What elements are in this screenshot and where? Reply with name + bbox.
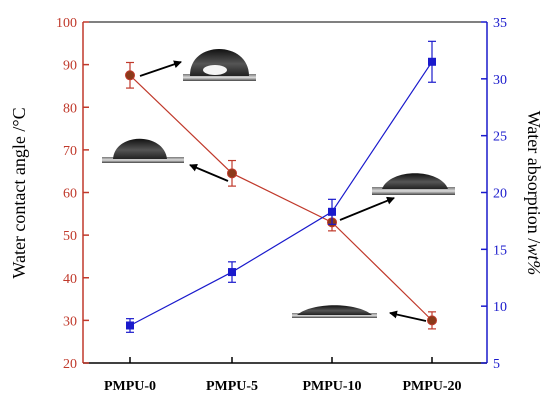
arrow-pmpu-20 — [389, 310, 427, 322]
marker-square — [228, 268, 236, 277]
left-axis-ticks: 20 30 40 50 60 70 80 90 100 — [56, 16, 89, 372]
arrow-pmpu-10 — [339, 196, 395, 221]
series-1-point — [126, 318, 134, 333]
series-1-point — [228, 261, 236, 283]
left-tick-label: 80 — [63, 101, 77, 116]
marker-square — [328, 207, 336, 216]
left-tick-label: 30 — [63, 314, 77, 329]
right-tick-label: 30 — [493, 73, 507, 88]
left-tick-label: 40 — [63, 272, 77, 287]
droplet-image-pmpu-10 — [372, 173, 455, 195]
droplet-image-pmpu-20 — [292, 305, 377, 318]
series-1-point — [328, 198, 336, 225]
marker-circle — [427, 315, 437, 326]
left-tick-label: 50 — [63, 229, 77, 244]
series-0-point — [125, 61, 135, 89]
x-tick-label: PMPU-20 — [402, 379, 461, 394]
series-1-point — [428, 40, 436, 83]
right-tick-label: 25 — [493, 130, 507, 145]
right-axis-title: Water absorption /wt% — [524, 111, 544, 276]
droplet-image-pmpu-5 — [102, 138, 184, 163]
right-tick-label: 5 — [493, 357, 500, 372]
right-tick-label: 35 — [493, 16, 507, 31]
series-0-point — [227, 159, 237, 187]
arrow-pmpu-0 — [139, 60, 182, 77]
marker-circle — [125, 70, 135, 81]
series-layer — [125, 40, 437, 333]
series-1-line — [129, 61, 433, 327]
x-tick-label: PMPU-5 — [206, 379, 258, 394]
series-0-point — [427, 311, 437, 330]
right-tick-label: 20 — [493, 187, 507, 202]
left-tick-label: 90 — [63, 59, 77, 74]
right-tick-label: 10 — [493, 300, 507, 315]
left-tick-label: 70 — [63, 144, 77, 159]
right-tick-label: 15 — [493, 243, 507, 258]
arrow-pmpu-5 — [189, 164, 229, 182]
marker-square — [126, 321, 134, 330]
series-0-line — [129, 74, 433, 321]
x-tick-label: PMPU-0 — [104, 379, 156, 394]
x-tick-label: PMPU-10 — [302, 379, 361, 394]
marker-square — [428, 57, 436, 66]
left-axis-title: Water contact angle /°C — [9, 107, 29, 278]
droplet-image-pmpu-0 — [183, 49, 256, 81]
left-tick-label: 60 — [63, 187, 77, 202]
left-tick-label: 100 — [56, 16, 77, 31]
marker-circle — [227, 168, 237, 179]
right-axis-ticks: 5 10 15 20 25 30 35 — [481, 16, 507, 372]
left-tick-label: 20 — [63, 357, 77, 372]
x-axis-ticks: PMPU-0 PMPU-5 PMPU-10 PMPU-20 — [104, 357, 462, 394]
